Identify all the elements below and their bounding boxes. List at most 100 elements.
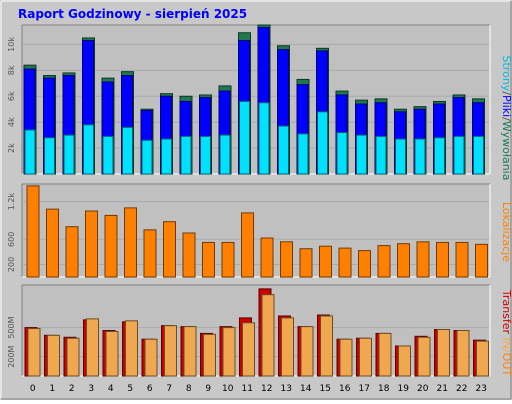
transfer-out-bar xyxy=(164,325,177,377)
sites-bar xyxy=(124,207,137,278)
transfer-out-bar xyxy=(437,329,450,377)
x-tick-label: 15 xyxy=(320,384,331,394)
x-tick-label: 3 xyxy=(88,384,94,394)
x-tick-label: 19 xyxy=(398,384,410,394)
sites-bar xyxy=(143,229,157,278)
transfer-out-bar xyxy=(281,317,294,377)
x-tick-label: 13 xyxy=(281,384,292,394)
transfer-out-bar xyxy=(66,337,80,377)
x-tick-label: 7 xyxy=(166,384,172,394)
y-tick-label: 600 xyxy=(7,232,16,247)
legend-entry: Strony xyxy=(500,56,512,92)
x-tick-label: 2 xyxy=(69,384,75,394)
transfer-out-bar xyxy=(359,337,372,377)
x-tick-label: 9 xyxy=(205,384,211,394)
sites-bar xyxy=(182,232,196,278)
pages-bar xyxy=(44,137,55,175)
sites-bar xyxy=(377,245,391,278)
x-tick-label: 11 xyxy=(242,384,253,394)
transfer-out-bar xyxy=(222,327,236,377)
transfer-out-bar xyxy=(320,315,333,377)
pages-bar xyxy=(453,135,465,175)
pages-bar xyxy=(297,133,309,175)
x-tick-label: 14 xyxy=(300,384,312,394)
sites-bar xyxy=(202,241,215,278)
pages-bar xyxy=(414,138,426,175)
x-tick-label: 8 xyxy=(186,384,192,394)
x-tick-label: 5 xyxy=(127,384,133,394)
pages-bar xyxy=(473,135,484,175)
transfer-out-bar xyxy=(456,330,470,377)
x-tick-label: 21 xyxy=(437,384,448,394)
pages-bar xyxy=(24,129,36,175)
pages-bar xyxy=(336,132,348,175)
x-tick-label: 17 xyxy=(359,384,370,394)
transfer-out-bar xyxy=(339,338,353,377)
pages-bar xyxy=(161,138,172,175)
right-label-panel3: Transfer IN/OUT xyxy=(500,289,512,377)
sites-bar xyxy=(163,221,176,278)
y-tick-label: 200 xyxy=(7,257,16,272)
pages-bar xyxy=(356,134,367,175)
sites-bar xyxy=(26,185,40,278)
sites-bar xyxy=(319,245,332,278)
x-tick-label: 0 xyxy=(30,384,36,394)
transfer-out-bar xyxy=(47,334,60,377)
transfer-out-bar xyxy=(300,326,314,377)
pages-bar xyxy=(375,135,387,175)
plot-area-hits xyxy=(22,25,490,174)
legend-entry: IN/ xyxy=(500,334,512,353)
pages-bar xyxy=(434,137,445,175)
x-tick-label: 16 xyxy=(339,384,351,394)
sites-bar xyxy=(85,210,98,278)
sites-bar xyxy=(241,212,254,278)
sites-bar xyxy=(436,241,449,278)
pages-bar xyxy=(278,125,289,175)
legend-transfer: Transfer IN/OUT xyxy=(500,289,512,377)
x-tick-label: 10 xyxy=(222,384,234,394)
y-tick-label: 4k xyxy=(7,117,16,127)
pages-bar xyxy=(102,135,114,175)
y-tick-label: 1.2k xyxy=(7,193,16,211)
transfer-out-bar xyxy=(125,320,138,377)
pages-bar xyxy=(122,126,133,175)
pages-bar xyxy=(63,134,75,175)
y-tick-label: 10k xyxy=(7,37,16,52)
sites-bar xyxy=(221,241,235,278)
pages-bar xyxy=(200,135,211,175)
legend-entry: OUT xyxy=(500,353,512,377)
sites-bar xyxy=(299,248,313,278)
sites-bar xyxy=(260,237,274,278)
transfer-out-bar xyxy=(378,332,392,377)
x-tick-label: 20 xyxy=(417,384,429,394)
legend-entry: Pliki xyxy=(500,95,512,117)
transfer-out-bar xyxy=(476,340,489,377)
pages-bar xyxy=(180,135,192,175)
pages-bar xyxy=(239,100,250,175)
x-tick-label: 18 xyxy=(378,384,390,394)
sites-bar xyxy=(475,243,488,278)
legend-entry: Lokalizacje xyxy=(500,202,512,262)
right-label-panel1: Strony/Pliki/Wywołania xyxy=(500,56,512,181)
legend-entry: / xyxy=(500,91,512,95)
x-tick-label: 1 xyxy=(49,384,55,394)
transfer-out-bar xyxy=(242,322,255,377)
legend-entry: Transfer xyxy=(500,289,512,335)
transfer-out-bar xyxy=(417,336,431,377)
right-label-panel2: Lokalizacje xyxy=(500,202,512,262)
x-tick-label: 22 xyxy=(456,384,467,394)
legend-pages-files-hits: Strony/Pliki/Wywołania xyxy=(500,56,512,181)
legend-entry: Wywołania xyxy=(500,121,512,181)
transfer-out-bar xyxy=(203,333,216,377)
pages-bar xyxy=(83,124,94,175)
transfer-out-bar xyxy=(105,330,119,377)
sites-bar xyxy=(455,241,469,278)
sites-bar xyxy=(280,241,293,278)
pages-bar xyxy=(258,102,270,175)
transfer-out-bar xyxy=(27,328,41,377)
sites-bar xyxy=(46,208,59,278)
pages-bar xyxy=(395,138,406,175)
sites-bar xyxy=(397,243,410,278)
